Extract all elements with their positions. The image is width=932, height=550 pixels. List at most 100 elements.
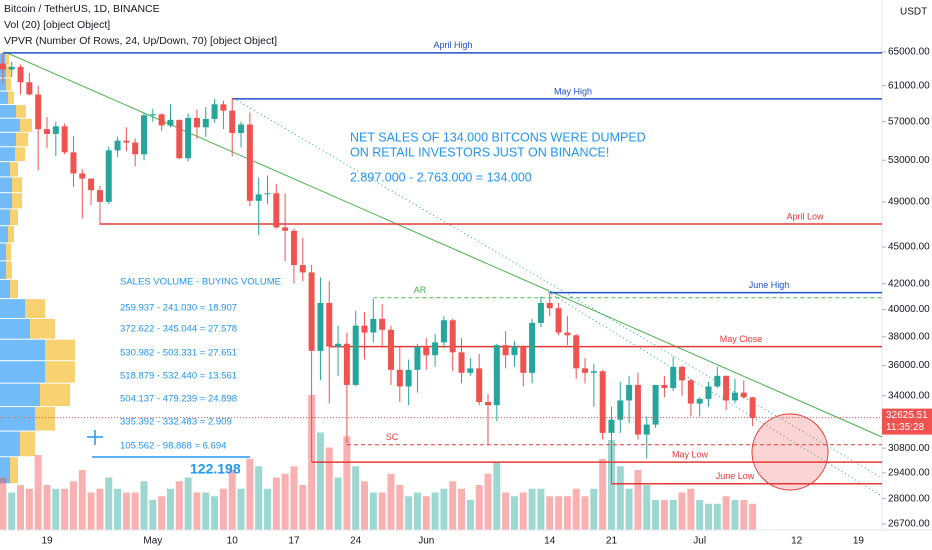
vpvr-down <box>16 132 28 147</box>
y-tick-label: 57000.00 <box>888 116 930 127</box>
volume-note: 372.622 - 345.044 = 27.578 <box>120 324 237 335</box>
candle-body <box>696 398 703 404</box>
volume-bar <box>731 500 739 530</box>
volume-bar <box>705 503 712 530</box>
candle-body <box>679 366 686 381</box>
candle-body <box>643 424 650 435</box>
candle-body <box>440 320 447 343</box>
y-tick-label: 61000.00 <box>888 80 930 91</box>
candle-body <box>529 322 536 373</box>
vpvr-up <box>0 226 8 243</box>
level-label: June High <box>749 280 790 290</box>
volume-bar <box>343 436 351 530</box>
y-tick-label: 28000.00 <box>888 493 930 504</box>
volume-bar <box>537 488 545 530</box>
y-tick-label: 36000.00 <box>888 360 930 371</box>
vpvr-up <box>0 78 6 91</box>
volume-bar <box>687 488 695 530</box>
candle-body <box>44 129 50 134</box>
currency-label[interactable]: USDT <box>900 7 927 18</box>
volume-bar <box>607 440 615 530</box>
volume-bar <box>528 488 536 530</box>
candle-body <box>8 66 15 70</box>
x-tick-label: 10 <box>227 536 239 547</box>
volume-bar <box>634 470 642 530</box>
volume-bar <box>184 477 192 530</box>
indicator-label: VPVR (Number Of Rows, 24, Up/Down, 70) [… <box>4 35 277 47</box>
candle-body <box>714 375 721 387</box>
vpvr-down <box>10 279 18 299</box>
level-label: April Low <box>786 211 824 221</box>
countdown-label: 11:35:28 <box>886 422 925 433</box>
volume-bar <box>193 492 201 530</box>
volume-bar <box>749 503 757 530</box>
volume-bar <box>114 488 122 530</box>
volume-bar <box>96 488 104 530</box>
volume-bar <box>61 488 69 530</box>
volume-bar <box>713 503 721 530</box>
x-tick-label: 14 <box>544 536 556 547</box>
volume-bar <box>158 496 166 530</box>
vpvr-down <box>16 104 26 118</box>
candle-body <box>255 194 262 201</box>
volume-bar <box>325 447 333 530</box>
x-tick-label: May <box>143 536 162 547</box>
level-label: SC <box>386 432 399 442</box>
candle-body <box>290 230 297 266</box>
y-tick-label: 29400.00 <box>888 467 930 478</box>
volume-bar <box>572 488 580 530</box>
volume-bar <box>466 500 474 530</box>
candle-body <box>740 392 747 398</box>
candle-body <box>105 150 112 202</box>
volume-bar <box>316 432 324 530</box>
candle-body <box>61 126 68 153</box>
vpvr-up <box>0 209 10 226</box>
vpvr-down <box>10 209 18 226</box>
candle-body <box>414 346 421 370</box>
x-tick-label: 17 <box>288 536 300 547</box>
candle-body <box>449 320 456 353</box>
vpvr-down <box>35 407 55 431</box>
volume-bar <box>202 492 210 530</box>
volume-bar <box>8 492 16 530</box>
volume-bar <box>140 481 148 530</box>
volume-bar <box>519 492 527 530</box>
candle-body <box>246 124 253 201</box>
vpvr-down <box>12 193 22 209</box>
candle-body <box>432 342 439 356</box>
volume-bar <box>149 500 157 530</box>
volume-bar <box>352 466 360 530</box>
volume-bar <box>652 500 660 530</box>
candle-body <box>211 104 218 119</box>
candle-body <box>546 302 553 309</box>
volume-bar <box>17 485 25 530</box>
candle-body <box>273 193 280 228</box>
candle-body <box>590 371 597 373</box>
candle-body <box>652 384 659 425</box>
candle-body <box>617 400 624 420</box>
y-tick-label: 53000.00 <box>888 155 930 166</box>
volume-bar <box>678 492 686 530</box>
volume-bar <box>581 496 589 530</box>
y-tick-label: 30800.00 <box>888 443 930 454</box>
vpvr-down <box>10 162 18 177</box>
candle-body <box>158 114 165 126</box>
volume-bar <box>475 485 483 530</box>
y-tick-label: 40000.00 <box>888 304 930 315</box>
volume-bar <box>105 477 113 530</box>
candle-body <box>185 117 192 159</box>
candle-body <box>520 346 527 373</box>
vpvr-up <box>0 299 25 318</box>
vpvr-up <box>0 162 10 177</box>
candle-body <box>35 94 42 130</box>
vpvr-up <box>0 177 12 193</box>
candle-body <box>114 140 121 151</box>
vpvr-up <box>0 147 15 162</box>
candle-body <box>264 193 271 195</box>
vpvr-up <box>0 457 10 484</box>
candle-body <box>308 272 315 351</box>
vpvr-up <box>0 193 12 209</box>
y-tick-label: 34000.00 <box>888 390 930 401</box>
vpvr-up <box>0 407 35 431</box>
